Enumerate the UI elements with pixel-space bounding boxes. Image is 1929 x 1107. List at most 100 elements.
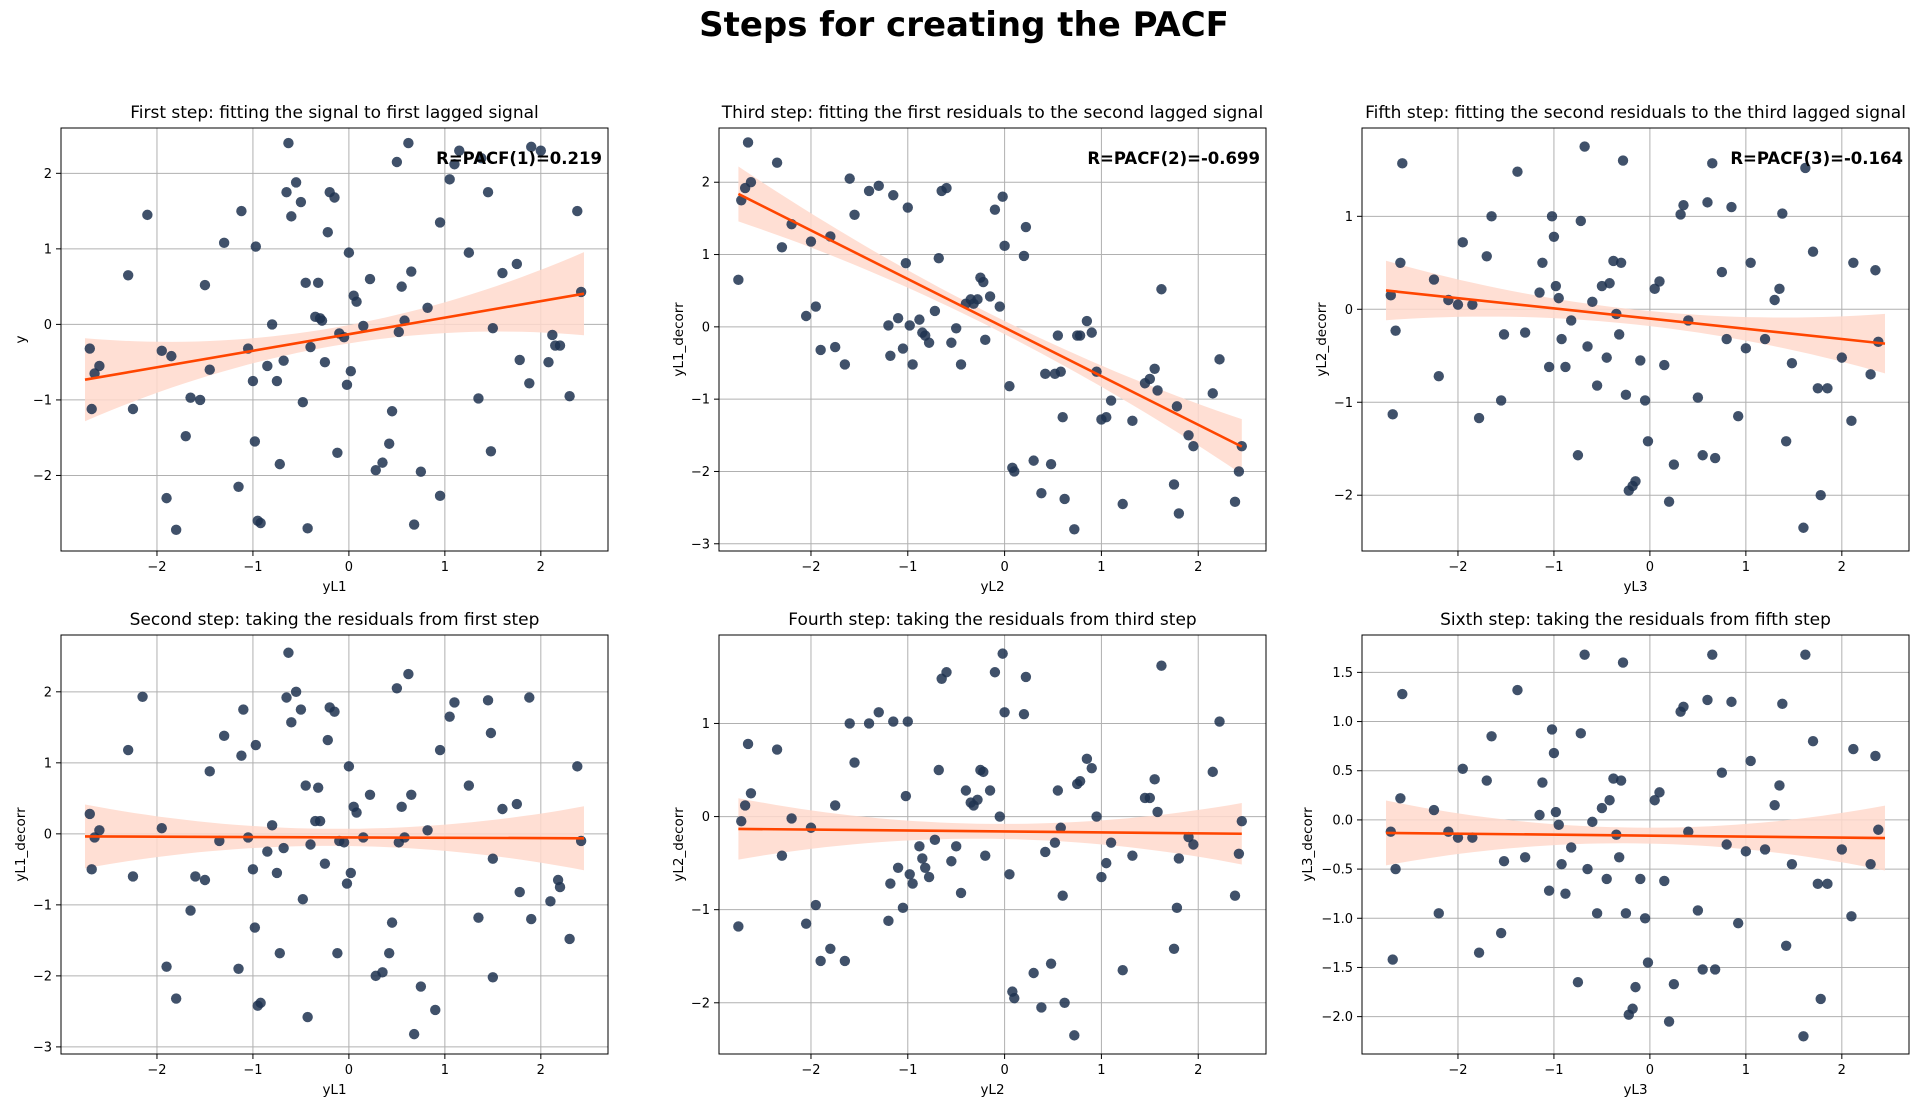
data-point (1074, 330, 1086, 341)
data-point (524, 378, 535, 389)
data-point (1214, 354, 1225, 365)
y-tick-label: 0.0 (1332, 813, 1353, 828)
data-point (1780, 940, 1792, 952)
data-point (1649, 795, 1660, 806)
data-point (454, 145, 465, 156)
y-tick-label: 2 (702, 176, 710, 191)
axes: −2 −1 0 1 2 −2 −1 0 1 yL2 yL2_decorr (671, 717, 1202, 1098)
data-point (972, 794, 983, 806)
scatter-points (84, 137, 587, 536)
scatter-points (1385, 649, 1884, 1042)
data-point (1152, 385, 1163, 396)
data-point (800, 310, 812, 322)
data-point (902, 202, 913, 213)
data-point (1846, 911, 1857, 922)
data-point (1769, 294, 1780, 306)
data-point (535, 145, 547, 156)
data-point (249, 922, 261, 933)
data-point (923, 871, 935, 883)
data-point (185, 392, 196, 403)
data-point (920, 862, 931, 873)
data-point (343, 247, 355, 258)
data-point (1543, 361, 1555, 373)
data-point (1815, 490, 1826, 501)
data-point (1732, 410, 1744, 422)
axes: −2 −1 0 1 2 −3 −2 −1 0 1 2 yL1 yL1_decorr (13, 685, 545, 1098)
data-point (319, 356, 331, 368)
data-point (844, 718, 855, 729)
subplot-1: First step: fitting the signal to first … (13, 103, 609, 595)
data-point (1086, 327, 1097, 338)
data-point (1668, 459, 1680, 470)
data-point (1692, 905, 1704, 916)
data-point (1579, 649, 1590, 660)
y-tick-label: 2 (44, 167, 52, 182)
x-tick-label: 0 (1646, 560, 1654, 575)
subplot-4: Second step: taking the residuals from f… (13, 610, 609, 1098)
data-point (1059, 493, 1070, 505)
data-point (1560, 361, 1571, 373)
data-point (994, 301, 1005, 312)
data-point (1575, 728, 1587, 739)
data-point (274, 458, 285, 470)
data-point (386, 406, 398, 417)
data-point (161, 492, 172, 504)
data-point (1800, 162, 1811, 174)
data-point (1777, 208, 1788, 219)
data-point (1604, 278, 1615, 289)
data-point (482, 187, 494, 198)
data-point (1074, 775, 1086, 787)
data-point (422, 825, 433, 836)
y-tick-label: −2 (33, 969, 52, 984)
data-point (1233, 466, 1245, 477)
data-point (487, 972, 499, 983)
data-point (278, 842, 289, 854)
data-point (904, 869, 915, 880)
data-point (127, 871, 139, 882)
data-point (1587, 816, 1598, 828)
data-point (358, 320, 369, 332)
x-tick-label: −1 (1544, 1063, 1563, 1078)
data-point (341, 379, 353, 391)
data-point (1807, 246, 1819, 257)
data-point (94, 825, 105, 836)
data-point (900, 258, 912, 269)
data-point (422, 302, 433, 313)
x-tick-label: −2 (1448, 560, 1467, 575)
data-point (247, 375, 259, 387)
data-point (917, 853, 928, 864)
data-point (1009, 466, 1020, 477)
data-point (554, 340, 566, 351)
data-point (786, 813, 797, 824)
data-point (873, 180, 884, 192)
data-point (1144, 373, 1156, 385)
data-point (1572, 450, 1584, 461)
pacf-annotation: R=PACF(2)=-0.699 (1087, 149, 1260, 168)
x-tick-label: 1 (441, 1063, 449, 1078)
data-point (1486, 211, 1497, 222)
data-point (776, 242, 788, 253)
subplot-title: Sixth step: taking the residuals from fi… (1440, 610, 1831, 630)
data-point (406, 266, 417, 277)
plot-frame (1361, 634, 1910, 1055)
grid-lines (61, 128, 608, 551)
data-point (810, 899, 822, 911)
data-point (1055, 366, 1066, 377)
data-point (1049, 837, 1061, 848)
data-point (1721, 333, 1732, 345)
data-point (1091, 811, 1102, 822)
data-point (1081, 753, 1093, 765)
data-point (127, 403, 139, 415)
data-point (1188, 839, 1199, 850)
data-point (384, 947, 395, 959)
data-point (1156, 284, 1167, 295)
data-point (84, 343, 95, 354)
grid-lines (719, 128, 1266, 551)
axes: −2 −1 0 1 2 −2.0 −1.5 −1.0 −0.5 0.0 0.5 1.0 1.5 yL3 yL… (1300, 666, 1846, 1098)
data-point (1692, 392, 1704, 403)
regression-line (1385, 831, 1886, 840)
data-point (849, 209, 860, 220)
data-point (218, 237, 230, 249)
data-point (377, 457, 388, 468)
plot-frame (718, 127, 1267, 552)
